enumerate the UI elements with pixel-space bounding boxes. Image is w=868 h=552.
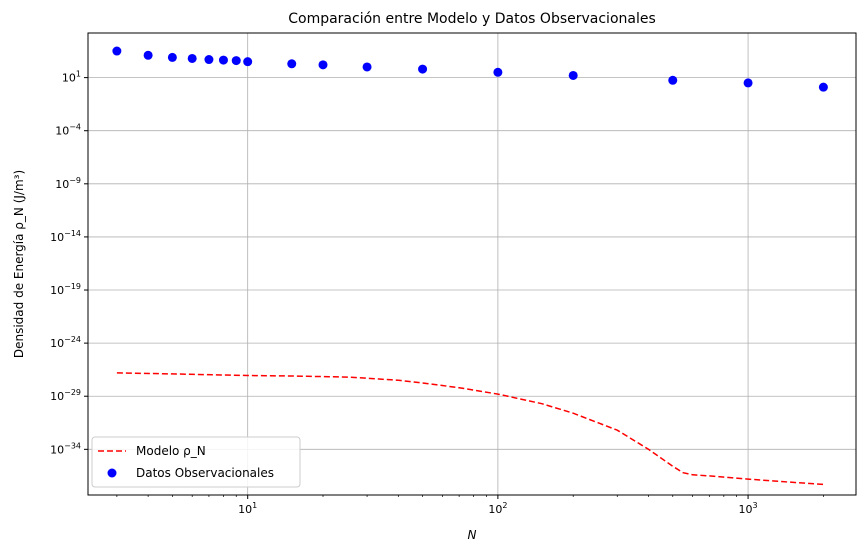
x-axis-title: N — [468, 528, 477, 542]
grid — [88, 33, 856, 495]
data-point — [287, 59, 297, 69]
data-point — [112, 46, 122, 56]
data-point — [362, 62, 372, 72]
data-point — [743, 78, 753, 88]
data-point — [167, 52, 177, 62]
data-point — [243, 57, 253, 67]
data-point — [143, 50, 153, 60]
y-tick-label: 10−19 — [50, 282, 81, 297]
data-point — [418, 64, 428, 74]
y-tick-label: 10−4 — [55, 123, 81, 138]
y-axis: 101 10−4 10−9 10−14 10−19 10−24 10−29 10−34 — [50, 70, 88, 456]
data-point — [187, 53, 197, 63]
legend: Modelo ρ_N Datos Observacionales — [91, 436, 301, 488]
data-point — [493, 67, 503, 77]
x-axis: 101 102 103 — [116, 495, 824, 516]
y-tick-label: 10−14 — [50, 229, 81, 244]
legend-point-swatch — [107, 468, 117, 478]
model-line — [116, 372, 824, 486]
model-series — [116, 372, 824, 486]
legend-box — [91, 436, 301, 488]
x-tick-label: 102 — [488, 501, 507, 516]
y-tick-label: 10−34 — [50, 441, 81, 456]
data-point — [568, 70, 578, 80]
legend-label-model: Modelo ρ_N — [136, 444, 206, 458]
y-tick-label: 10−9 — [55, 176, 81, 191]
legend-label-data: Datos Observacionales — [136, 466, 274, 480]
chart-title: Comparación entre Modelo y Datos Observa… — [288, 11, 656, 27]
y-tick-label: 10−29 — [50, 388, 81, 403]
data-point — [668, 75, 678, 85]
data-point — [231, 56, 241, 66]
y-tick-label: 10−24 — [50, 335, 81, 350]
data-point — [318, 60, 328, 70]
observational-series — [112, 46, 828, 92]
plot-frame — [87, 32, 857, 496]
data-point — [818, 82, 828, 92]
data-point — [218, 55, 228, 65]
y-axis-title: Densidad de Energía ρ_N (J/m³) — [12, 170, 26, 358]
data-point — [204, 55, 214, 65]
x-tick-label: 101 — [238, 501, 257, 516]
x-tick-label: 103 — [739, 501, 758, 516]
y-tick-label: 101 — [62, 70, 81, 85]
